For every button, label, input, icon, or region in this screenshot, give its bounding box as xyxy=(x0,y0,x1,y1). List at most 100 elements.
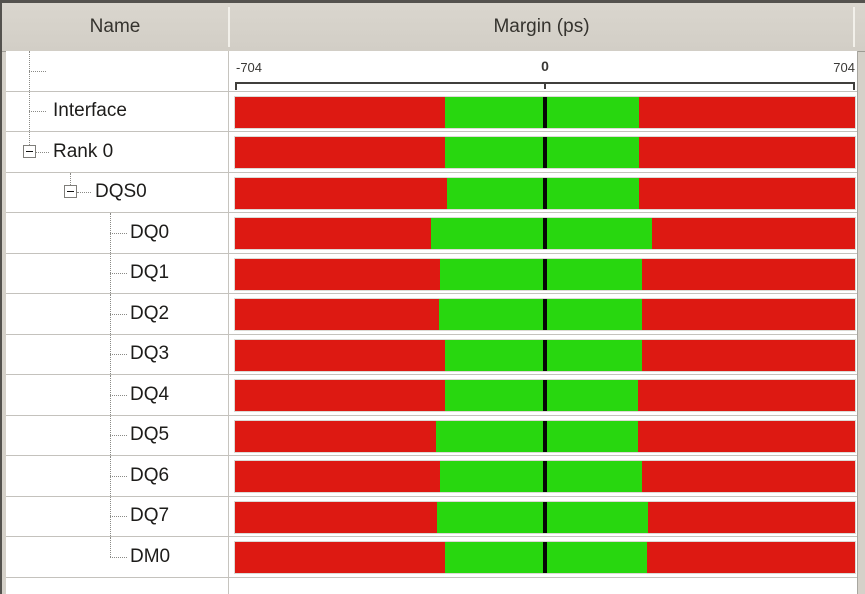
name-cell: DQ5 xyxy=(6,415,228,455)
collapse-expander-icon[interactable] xyxy=(23,144,36,158)
zero-tick xyxy=(543,542,547,573)
name-cell: DQ6 xyxy=(6,456,228,496)
margin-cell xyxy=(229,294,857,334)
name-cell: DQ4 xyxy=(6,375,228,415)
margin-cell xyxy=(229,213,857,253)
axis-zero-tick xyxy=(544,82,546,89)
tree-row-dq6[interactable]: DQ6 xyxy=(6,456,857,497)
tree-branch-line xyxy=(110,516,127,518)
column-header-margin[interactable]: Margin (ps) xyxy=(230,3,853,51)
margin-cell xyxy=(229,335,857,375)
margin-cell: -704 0 704 xyxy=(229,51,857,91)
zero-tick xyxy=(543,137,547,168)
tree-branch-line xyxy=(110,435,127,437)
tree-row-rank-0[interactable]: Rank 0 xyxy=(6,132,857,173)
name-cell: DQ2 xyxy=(6,294,228,334)
tree-branch-line xyxy=(110,537,111,557)
margin-bar xyxy=(235,420,855,452)
tree-branch-line xyxy=(110,354,127,356)
axis-zero-label: 0 xyxy=(541,58,549,74)
axis-end-tick xyxy=(853,82,855,90)
margin-cell xyxy=(229,456,857,496)
tree-branch-line xyxy=(29,111,46,113)
margin-bar xyxy=(235,542,855,573)
tree-row-dq1[interactable]: DQ1 xyxy=(6,253,857,294)
collapse-expander-icon[interactable] xyxy=(64,185,77,199)
axis-end-tick xyxy=(235,82,237,90)
tree-row-dq3[interactable]: DQ3 xyxy=(6,334,857,375)
name-cell: DQ3 xyxy=(6,334,228,374)
margin-cell xyxy=(229,132,857,172)
column-header-name[interactable]: Name xyxy=(2,3,228,51)
name-cell: DQ7 xyxy=(6,496,228,536)
row-label: DQS0 xyxy=(95,181,147,203)
row-label: Interface xyxy=(53,100,127,122)
column-separator xyxy=(228,51,229,594)
zero-tick xyxy=(543,461,547,492)
header-divider xyxy=(853,7,855,47)
tree-row-dq0[interactable]: DQ0 xyxy=(6,213,857,254)
pass-region xyxy=(445,96,640,128)
row-label: DQ5 xyxy=(130,424,170,446)
header-divider xyxy=(228,7,230,47)
tree-branch-line xyxy=(110,273,127,275)
pass-region xyxy=(439,461,643,492)
zero-tick xyxy=(543,299,547,330)
pass-region xyxy=(445,380,639,411)
pass-region xyxy=(430,218,653,249)
margin-bar xyxy=(235,96,855,128)
tree-row-dq5[interactable]: DQ5 xyxy=(6,415,857,456)
zero-tick xyxy=(543,380,547,411)
column-header-margin-label: Margin (ps) xyxy=(493,16,590,37)
tree-branch-line xyxy=(29,70,46,72)
row-label: DQ3 xyxy=(130,343,170,365)
pass-region xyxy=(438,299,643,330)
margin-bar xyxy=(235,380,855,411)
margin-cell xyxy=(229,497,857,537)
row-label: Rank 0 xyxy=(53,140,114,162)
zero-tick xyxy=(543,258,547,290)
margin-cell xyxy=(229,254,857,294)
axis-scale: -704 0 704 xyxy=(235,51,855,91)
tree-branch-line xyxy=(29,132,30,145)
zero-tick xyxy=(543,96,547,128)
zero-tick xyxy=(543,501,547,533)
pass-region xyxy=(435,420,639,452)
row-label: DQ6 xyxy=(130,464,170,486)
tree-branch-line xyxy=(70,172,71,186)
axis-min-label: -704 xyxy=(236,60,263,75)
margin-bar xyxy=(235,218,855,249)
pass-region xyxy=(436,501,649,533)
row-label: DQ2 xyxy=(130,302,170,324)
zero-tick xyxy=(543,177,547,209)
zero-tick xyxy=(543,339,547,371)
margin-bar xyxy=(235,137,855,168)
pass-region xyxy=(445,137,640,168)
row-label: DQ0 xyxy=(130,221,170,243)
margin-cell xyxy=(229,92,857,132)
tree-row-dqs0[interactable]: DQS0 xyxy=(6,172,857,213)
row-label: DM0 xyxy=(130,545,171,567)
tree-row-dq4[interactable]: DQ4 xyxy=(6,375,857,416)
tree-row-dq2[interactable]: DQ2 xyxy=(6,294,857,335)
axis-max-label: 704 xyxy=(833,60,855,75)
tree-row-interface[interactable]: Interface xyxy=(6,91,857,132)
tree-branch-line xyxy=(110,232,127,234)
tree-row-dm0[interactable]: DM0 xyxy=(6,537,857,578)
tree-row-dq7[interactable]: DQ7 xyxy=(6,496,857,537)
zero-tick xyxy=(543,420,547,452)
name-cell: DQ1 xyxy=(6,253,228,293)
axis-row[interactable]: -704 0 704 xyxy=(6,51,857,92)
zero-tick xyxy=(543,218,547,249)
name-cell: DM0 xyxy=(6,537,228,577)
margin-bar xyxy=(235,501,855,533)
name-cell: Rank 0 xyxy=(6,132,228,172)
tree-branch-line xyxy=(110,556,127,558)
tree-table-body: -704 0 704 Interface Rank 0 DQS0 DQ0 DQ1 DQ2 DQ3 D… xyxy=(6,51,858,594)
column-header-name-label: Name xyxy=(89,16,141,37)
tree-branch-line xyxy=(110,475,127,477)
row-label: DQ7 xyxy=(130,505,170,527)
row-label: DQ4 xyxy=(130,383,170,405)
margin-bar xyxy=(235,299,855,330)
